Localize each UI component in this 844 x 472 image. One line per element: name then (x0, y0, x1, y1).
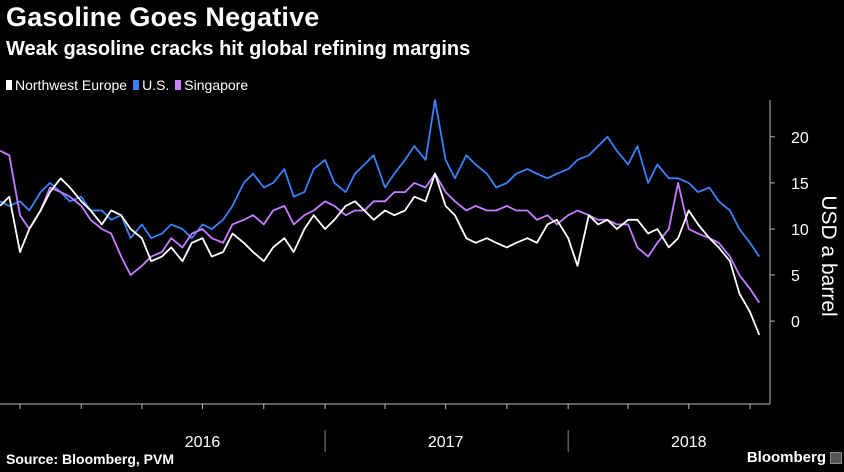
series-line-northwest-europe (0, 172, 761, 336)
legend-swatch-northwest-europe (6, 80, 12, 90)
y-tick-label: 15 (791, 176, 809, 193)
chart-title: Gasoline Goes Negative (6, 2, 320, 32)
y-tick-label: 5 (791, 268, 800, 285)
chart-subtitle: Weak gasoline cracks hit global refining… (6, 38, 471, 60)
y-tick-label: 0 (791, 314, 800, 331)
legend-item-us: U.S. (133, 77, 169, 93)
legend-swatch-singapore (175, 80, 182, 90)
y-axis-label: USD a barrel (817, 195, 840, 316)
source-note: Source: Bloomberg, PVM (6, 451, 175, 467)
legend-label-singapore: Singapore (184, 77, 249, 93)
brand: Bloomberg (747, 449, 842, 466)
legend: Northwest Europe U.S. Singapore (6, 77, 248, 93)
x-year-label: 2016 (185, 434, 221, 451)
series-line-u-s (0, 99, 761, 258)
y-tick-label: 20 (791, 130, 809, 147)
series-lines (0, 99, 761, 336)
legend-item-northwest-europe: Northwest Europe (6, 77, 127, 93)
legend-item-singapore: Singapore (175, 77, 248, 93)
series-line-singapore (0, 149, 761, 304)
bloomberg-logo-icon (830, 451, 842, 464)
axes: 0 5 10 15 20 2016 2017 2018 (0, 100, 809, 452)
brand-label: Bloomberg (746, 449, 826, 466)
x-year-label: 2018 (671, 434, 707, 451)
legend-label-us: U.S. (142, 77, 170, 93)
legend-label-northwest-europe: Northwest Europe (15, 77, 128, 93)
x-year-label: 2017 (428, 434, 464, 451)
y-tick-label: 10 (791, 222, 809, 239)
legend-swatch-us (133, 80, 140, 90)
